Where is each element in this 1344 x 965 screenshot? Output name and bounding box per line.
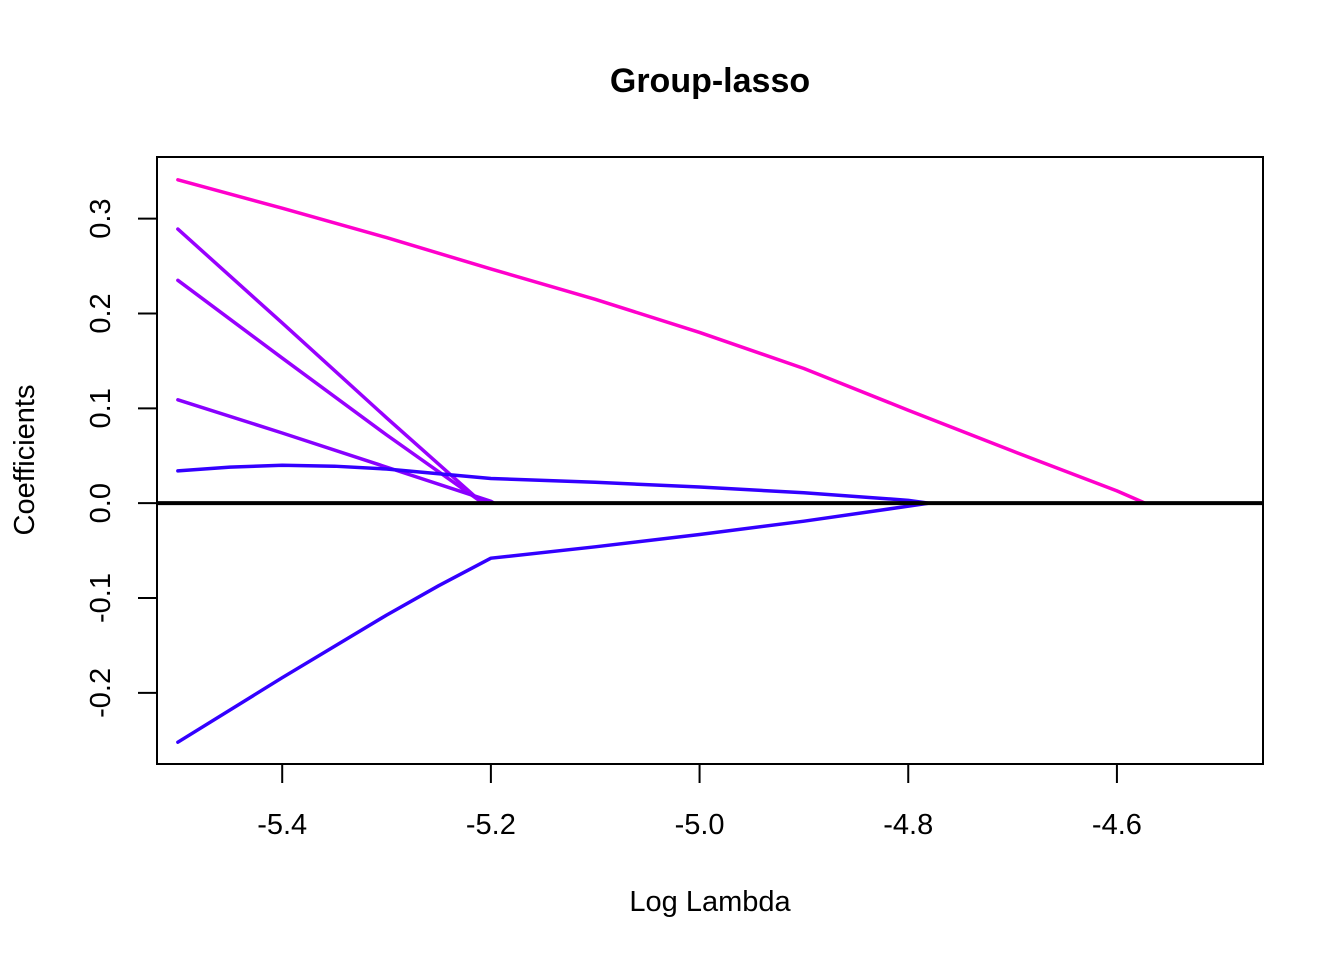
x-tick-label: -5.0 (675, 809, 725, 841)
x-axis: -5.4 -5.2 -5.0 -4.8 -4.6 (257, 764, 1142, 841)
series-layer (176, 178, 1147, 744)
x-tick-label: -5.2 (466, 809, 516, 841)
plot-area-frame (156, 156, 1264, 765)
x-axis-label: Log Lambda (629, 886, 791, 918)
x-tick-label: -5.4 (257, 809, 307, 841)
y-tick-label: -0.2 (85, 668, 117, 718)
coefficient-path-2 (176, 227, 493, 505)
x-tick-label: -4.6 (1092, 809, 1142, 841)
y-tick-label: 0.1 (85, 388, 117, 428)
chart-title: Group-lasso (610, 62, 810, 100)
coefficient-path-4 (176, 398, 496, 505)
y-tick-label: 0.3 (85, 198, 117, 238)
coefficient-path-6 (176, 501, 931, 744)
coefficient-path-1 (176, 178, 1147, 505)
y-tick-label: 0.2 (85, 293, 117, 333)
y-axis: -0.2 -0.1 0.0 0.1 0.2 0.3 (85, 198, 157, 718)
x-tick-label: -4.8 (883, 809, 933, 841)
y-tick-label: 0.0 (85, 483, 117, 523)
y-tick-label: -0.1 (85, 573, 117, 623)
y-axis-label: Coefficients (9, 385, 41, 536)
coefficient-path-5 (176, 463, 931, 505)
